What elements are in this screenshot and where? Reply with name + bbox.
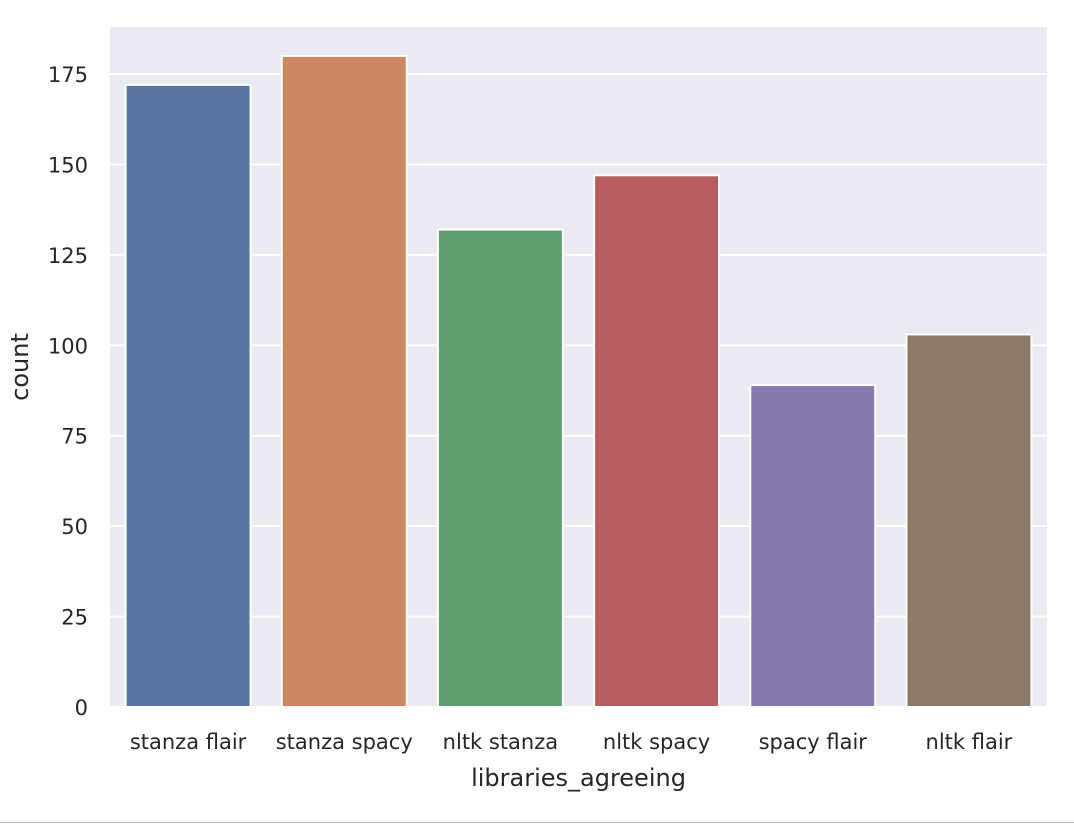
x-tick-label: spacy flair [759, 730, 868, 754]
x-tick-label: stanza flair [130, 730, 247, 754]
x-tick-label: stanza spacy [276, 730, 413, 754]
bar-spacy-flair [749, 384, 877, 708]
bars [124, 54, 1033, 709]
bar-stanza-flair [124, 83, 252, 709]
y-tick-label: 25 [61, 606, 88, 630]
x-tick-labels: stanza flair stanza spacy nltk stanza nltk … [130, 730, 1013, 754]
bottom-divider [0, 822, 1074, 823]
x-tick-label: nltk stanza [443, 730, 558, 754]
y-tick-label: 150 [48, 153, 88, 177]
bar-nltk-stanza [436, 228, 564, 708]
grid-lines [110, 73, 1047, 708]
y-tick-label: 125 [48, 244, 88, 268]
plot-area [110, 27, 1047, 707]
x-tick-label: nltk spacy [603, 730, 710, 754]
x-tick-label: nltk flair [926, 730, 1013, 754]
y-tick-label: 0 [75, 696, 88, 720]
y-tick-labels: 0 25 50 75 100 125 150 175 [48, 63, 88, 720]
y-tick-label: 175 [48, 63, 88, 87]
bar-nltk-flair [905, 333, 1033, 708]
y-tick-label: 100 [48, 334, 88, 358]
bar-stanza-spacy [280, 54, 408, 709]
bar-nltk-spacy [593, 174, 721, 709]
x-axis-label: libraries_agreeing [471, 764, 686, 792]
y-tick-label: 75 [61, 425, 88, 449]
y-tick-label: 50 [61, 515, 88, 539]
y-axis-label: count [6, 333, 34, 401]
